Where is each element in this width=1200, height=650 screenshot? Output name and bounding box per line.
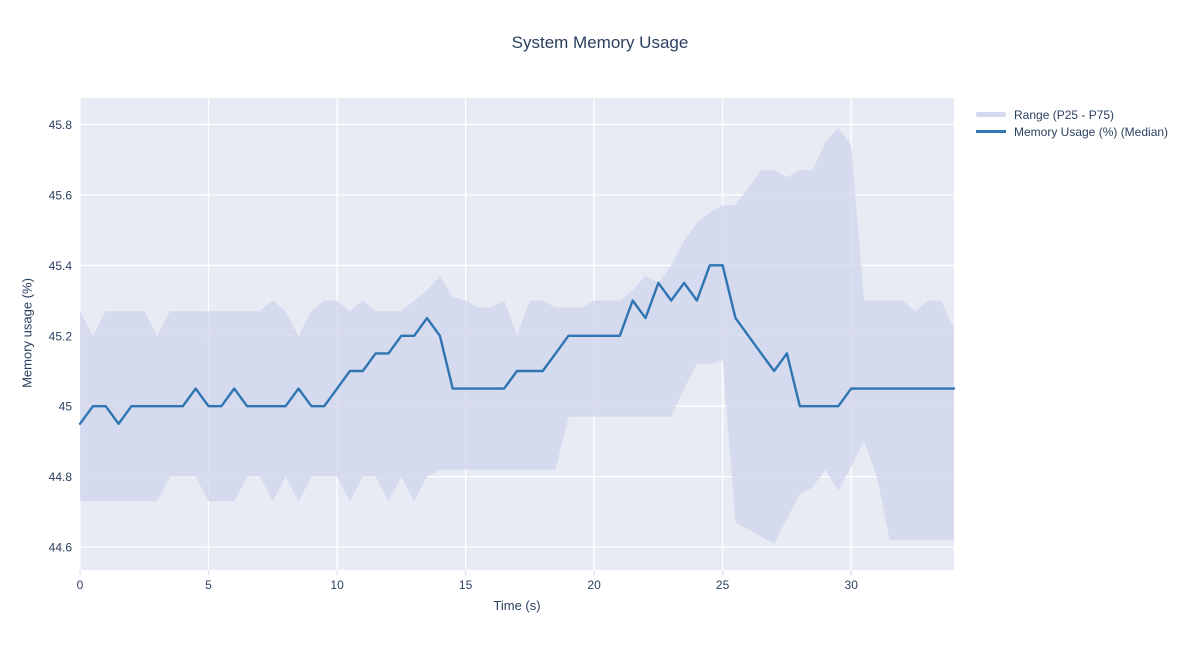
p25-p75-band xyxy=(80,127,954,544)
x-tick-label: 5 xyxy=(205,578,212,592)
median-line xyxy=(78,264,956,425)
x-tick-label: 25 xyxy=(716,578,730,592)
x-tick-label: 15 xyxy=(459,578,473,592)
y-tick-label: 45.4 xyxy=(49,259,73,273)
y-tick-label: 45.8 xyxy=(49,118,73,132)
y-tick-label: 44.6 xyxy=(49,541,73,555)
x-tick-label: 20 xyxy=(587,578,601,592)
y-tick-label: 45 xyxy=(59,400,73,414)
legend: Range (P25 - P75) Memory Usage (%) (Medi… xyxy=(976,106,1168,140)
line-swatch-icon xyxy=(976,123,1006,140)
legend-median-label: Memory Usage (%) (Median) xyxy=(1014,124,1169,139)
legend-item-range[interactable]: Range (P25 - P75) xyxy=(976,106,1168,123)
x-tick-label: 10 xyxy=(330,578,344,592)
x-axis-title: Time (s) xyxy=(493,598,541,613)
x-tick-label: 0 xyxy=(77,578,84,592)
y-axis-title: Memory usage (%) xyxy=(19,278,35,388)
y-tick-label: 45.6 xyxy=(49,188,73,202)
chart-title: System Memory Usage xyxy=(511,33,689,52)
band-swatch-icon xyxy=(976,106,1006,123)
legend-item-median[interactable]: Memory Usage (%) (Median) xyxy=(976,123,1168,140)
legend-range-label: Range (P25 - P75) xyxy=(1014,107,1115,122)
y-tick-label: 45.2 xyxy=(49,329,73,343)
y-tick-label: 44.8 xyxy=(49,470,73,484)
x-tick-label: 30 xyxy=(845,578,859,592)
